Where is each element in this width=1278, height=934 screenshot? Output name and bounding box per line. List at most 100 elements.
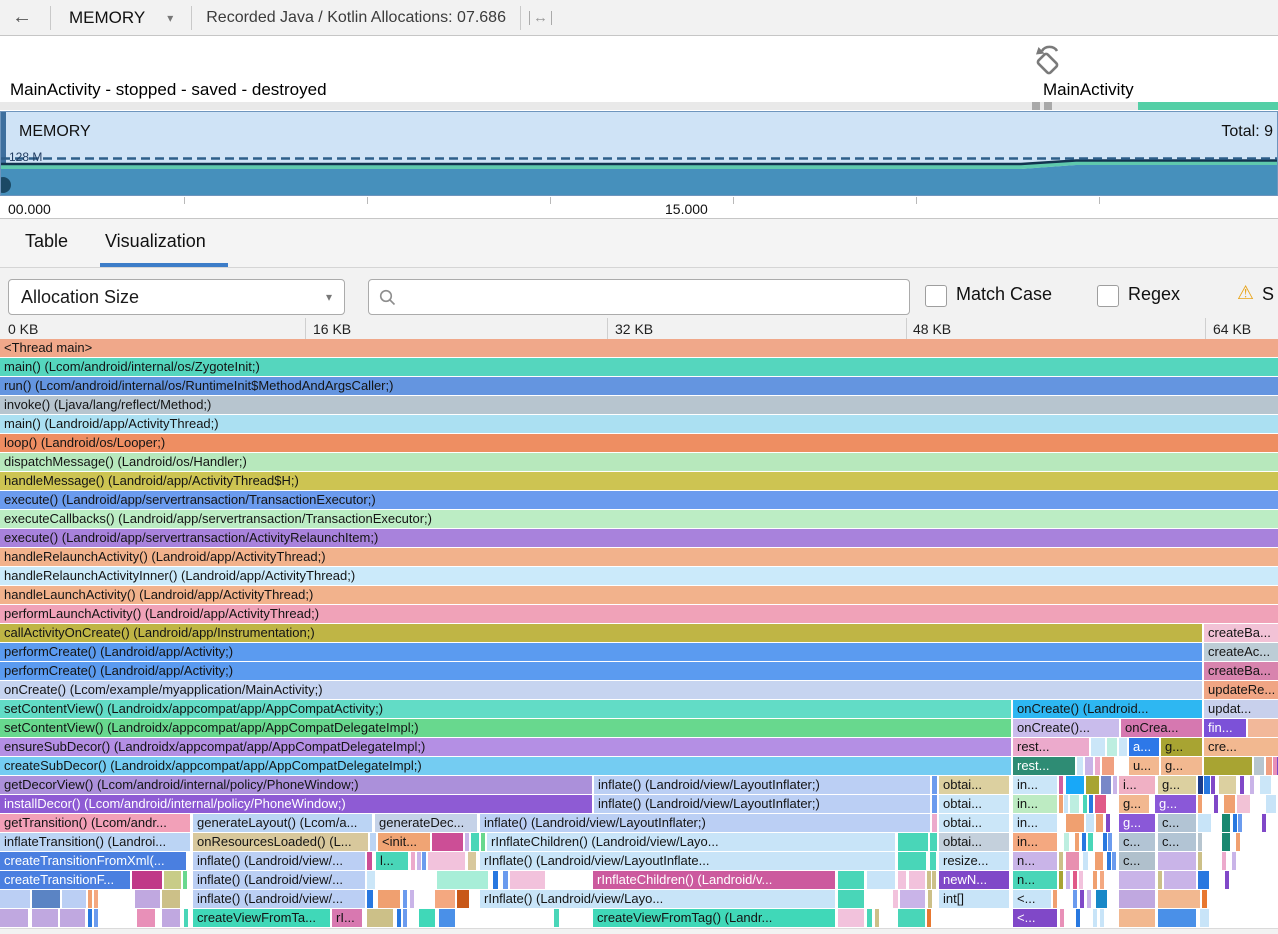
flame-sliver[interactable] (1198, 795, 1202, 813)
flame-sliver[interactable] (503, 871, 508, 889)
flame-segment[interactable]: installDecor() (Lcom/android/internal/po… (0, 795, 592, 813)
flame-sliver[interactable] (930, 852, 936, 870)
flame-sliver[interactable] (1080, 890, 1084, 908)
flame-sliver[interactable] (927, 909, 931, 927)
flame-sliver[interactable] (932, 871, 936, 889)
flame-segment[interactable]: invoke() (Ljava/lang/reflect/Method;) (0, 396, 1278, 414)
flame-sliver[interactable] (397, 909, 401, 927)
flame-segment[interactable]: newN... (939, 871, 1009, 889)
flame-segment[interactable]: setContentView() (Landroidx/appcompat/ap… (0, 700, 1011, 718)
flame-sliver[interactable] (132, 871, 162, 889)
match-case-label[interactable]: Match Case (956, 284, 1053, 304)
flame-sliver[interactable] (1073, 890, 1077, 908)
flame-sliver[interactable] (1066, 852, 1079, 870)
flame-sliver[interactable] (1238, 814, 1242, 832)
flame-segment[interactable]: rI... (332, 909, 362, 927)
flame-sliver[interactable] (493, 871, 498, 889)
flame-sliver[interactable] (1202, 890, 1207, 908)
flame-sliver[interactable] (1222, 852, 1226, 870)
flame-segment[interactable]: c... (1158, 833, 1196, 851)
flame-sliver[interactable] (1064, 795, 1068, 813)
flame-sliver[interactable] (1204, 757, 1252, 775)
flame-segment[interactable]: g... (1158, 776, 1196, 794)
flame-segment[interactable]: c... (1119, 833, 1155, 851)
flame-sliver[interactable] (410, 890, 414, 908)
flame-sliver[interactable] (1086, 776, 1099, 794)
flame-segment[interactable]: resize... (939, 852, 1009, 870)
flame-segment[interactable]: getTransition() (Lcom/andr... (0, 814, 190, 832)
flame-sliver[interactable] (1083, 795, 1087, 813)
flame-segment[interactable]: onCreate()... (1013, 719, 1119, 737)
flame-sliver[interactable] (184, 909, 188, 927)
flame-segment[interactable]: obtai... (939, 795, 1009, 813)
flame-segment[interactable]: handleRelaunchActivity() (Landroid/app/A… (0, 548, 1278, 566)
flame-sliver[interactable] (432, 833, 463, 851)
flame-segment[interactable]: inflate() (Landroid/view/LayoutInflater;… (594, 776, 930, 794)
flame-segment[interactable]: inflate() (Landroid/view/... (193, 890, 365, 908)
memory-usage-graph[interactable] (1, 155, 1277, 195)
flame-segment[interactable]: n... (1013, 871, 1057, 889)
back-button[interactable]: ← (12, 6, 32, 28)
flame-segment[interactable]: obtai... (939, 814, 1009, 832)
flame-segment[interactable]: rInflate() (Landroid/view/Layo... (480, 890, 835, 908)
flame-sliver[interactable] (88, 890, 92, 908)
flame-sliver[interactable] (162, 890, 180, 908)
flame-sliver[interactable] (1237, 795, 1250, 813)
flame-sliver[interactable] (367, 890, 373, 908)
flame-sliver[interactable] (867, 909, 872, 927)
flame-sliver[interactable] (1113, 776, 1117, 794)
flame-sliver[interactable] (1119, 890, 1155, 908)
flame-sliver[interactable] (1164, 871, 1196, 889)
flame-sliver[interactable] (1119, 871, 1155, 889)
arrange-by-dropdown[interactable]: Allocation Size ▾ (8, 279, 345, 315)
flame-sliver[interactable] (1079, 871, 1083, 889)
flame-sliver[interactable] (1100, 871, 1104, 889)
flame-sliver[interactable] (1087, 890, 1091, 908)
flame-sliver[interactable] (403, 909, 407, 927)
flame-sliver[interactable] (411, 852, 415, 870)
flame-segment[interactable]: createBa... (1204, 624, 1278, 642)
tab-visualization[interactable]: Visualization (105, 231, 206, 251)
flame-sliver[interactable] (1260, 776, 1271, 794)
flame-sliver[interactable] (1214, 795, 1218, 813)
memory-track[interactable]: MEMORY Total: 9 128 M (0, 111, 1278, 196)
flame-segment[interactable]: inflateTransition() (Landroi... (0, 833, 190, 851)
flame-sliver[interactable] (481, 833, 485, 851)
flame-sliver[interactable] (1158, 852, 1196, 870)
flame-segment[interactable]: rInflateChildren() (Landroid/v... (593, 871, 835, 889)
flame-sliver[interactable] (32, 890, 60, 908)
flame-sliver[interactable] (1158, 909, 1196, 927)
flame-segment[interactable]: i... (1119, 776, 1155, 794)
flame-sliver[interactable] (1106, 814, 1110, 832)
flame-sliver[interactable] (932, 795, 937, 813)
flame-sliver[interactable] (1103, 833, 1107, 851)
flame-sliver[interactable] (1198, 776, 1203, 794)
flame-segment[interactable]: u... (1129, 757, 1159, 775)
flame-sliver[interactable] (1232, 852, 1236, 870)
flame-segment[interactable]: performLaunchActivity() (Landroid/app/Ac… (0, 605, 1278, 623)
flame-segment[interactable]: executeCallbacks() (Landroid/app/servert… (0, 510, 1278, 528)
flame-sliver[interactable] (928, 890, 932, 908)
flame-sliver[interactable] (0, 890, 30, 908)
flame-sliver[interactable] (1096, 814, 1103, 832)
regex-label[interactable]: Regex (1128, 284, 1181, 304)
flame-segment[interactable]: inflate() (Landroid/view/LayoutInflater;… (594, 795, 930, 813)
flame-sliver[interactable] (1266, 757, 1272, 775)
flame-sliver[interactable] (875, 909, 879, 927)
flame-sliver[interactable] (94, 909, 98, 927)
activity-lifecycle-track[interactable] (0, 102, 1278, 110)
flame-sliver[interactable] (32, 909, 58, 927)
flame-sliver[interactable] (162, 909, 180, 927)
flame-sliver[interactable] (930, 833, 937, 851)
flame-segment[interactable]: g... (1155, 795, 1196, 813)
flame-sliver[interactable] (428, 852, 465, 870)
flame-sliver[interactable] (1089, 795, 1093, 813)
flame-sliver[interactable] (1077, 757, 1083, 775)
flame-sliver[interactable] (898, 833, 928, 851)
flame-sliver[interactable] (1211, 776, 1215, 794)
flame-segment[interactable]: in... (1013, 795, 1057, 813)
flame-sliver[interactable] (1107, 738, 1117, 756)
flame-segment[interactable]: setContentView() (Landroidx/appcompat/ap… (0, 719, 1011, 737)
flame-sliver[interactable] (1108, 833, 1112, 851)
match-case-checkbox[interactable] (925, 285, 947, 307)
